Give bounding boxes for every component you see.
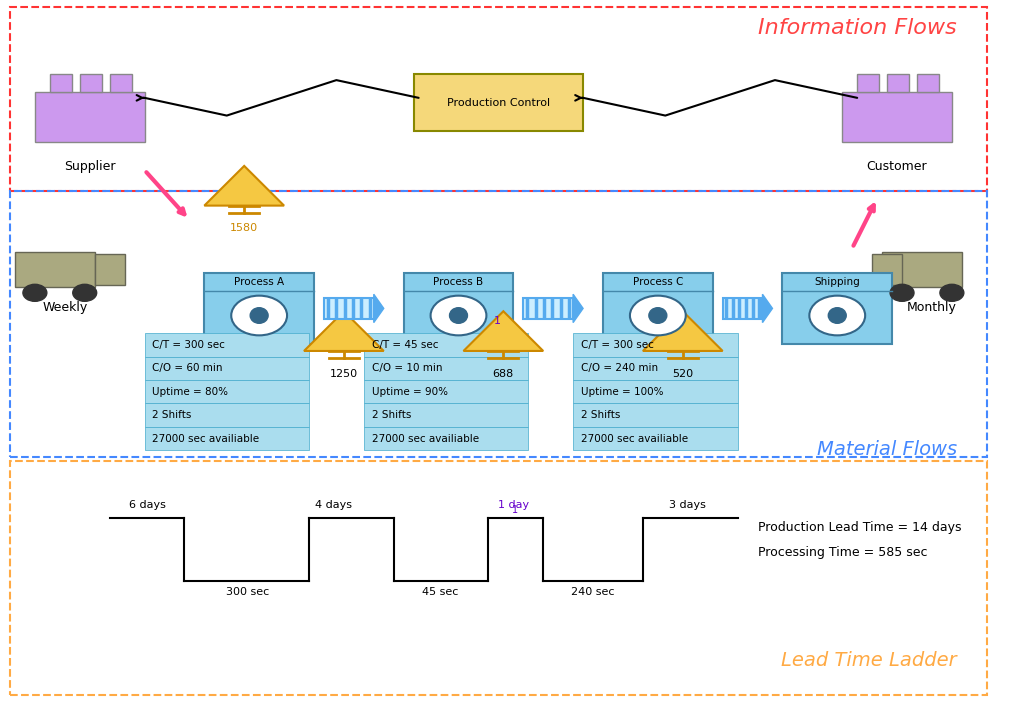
Text: Shipping: Shipping bbox=[814, 277, 859, 287]
FancyBboxPatch shape bbox=[363, 380, 528, 403]
Text: 1: 1 bbox=[493, 316, 500, 326]
FancyBboxPatch shape bbox=[572, 333, 737, 357]
FancyBboxPatch shape bbox=[145, 427, 308, 450]
Ellipse shape bbox=[449, 308, 467, 323]
FancyBboxPatch shape bbox=[324, 298, 373, 319]
Text: Processing Time = 585 sec: Processing Time = 585 sec bbox=[757, 546, 926, 559]
Polygon shape bbox=[463, 311, 543, 351]
Ellipse shape bbox=[827, 308, 845, 323]
Polygon shape bbox=[204, 166, 284, 206]
Text: 300 sec: 300 sec bbox=[225, 587, 269, 597]
Polygon shape bbox=[642, 311, 722, 351]
Text: 27000 sec availiable: 27000 sec availiable bbox=[153, 433, 260, 444]
Text: 27000 sec availiable: 27000 sec availiable bbox=[580, 433, 687, 444]
Text: 2 Shifts: 2 Shifts bbox=[580, 410, 620, 420]
Text: C/O = 10 min: C/O = 10 min bbox=[371, 363, 442, 374]
Text: 45 sec: 45 sec bbox=[422, 587, 458, 597]
Text: 4 days: 4 days bbox=[315, 501, 352, 510]
Circle shape bbox=[23, 284, 47, 301]
Text: C/T = 300 sec: C/T = 300 sec bbox=[153, 340, 225, 350]
FancyBboxPatch shape bbox=[50, 74, 72, 92]
Circle shape bbox=[890, 284, 913, 301]
Text: Monthly: Monthly bbox=[906, 301, 956, 314]
Text: C/O = 240 min: C/O = 240 min bbox=[580, 363, 657, 374]
Text: Production Lead Time = 14 days: Production Lead Time = 14 days bbox=[757, 521, 960, 534]
FancyBboxPatch shape bbox=[145, 333, 308, 357]
FancyBboxPatch shape bbox=[572, 403, 737, 427]
Text: Information Flows: Information Flows bbox=[757, 18, 956, 38]
Text: Process C: Process C bbox=[632, 277, 682, 287]
Text: 520: 520 bbox=[671, 369, 693, 379]
Text: 240 sec: 240 sec bbox=[571, 587, 615, 597]
Text: Production Control: Production Control bbox=[447, 98, 549, 108]
Text: Uptime = 90%: Uptime = 90% bbox=[371, 386, 447, 397]
Text: 2 Shifts: 2 Shifts bbox=[371, 410, 410, 420]
Polygon shape bbox=[572, 294, 582, 323]
Text: 6 days: 6 days bbox=[129, 501, 166, 510]
Text: Process B: Process B bbox=[433, 277, 483, 287]
Circle shape bbox=[939, 284, 962, 301]
FancyBboxPatch shape bbox=[363, 427, 528, 450]
FancyBboxPatch shape bbox=[572, 427, 737, 450]
FancyBboxPatch shape bbox=[782, 273, 891, 344]
Circle shape bbox=[629, 296, 685, 335]
Text: Material Flows: Material Flows bbox=[816, 440, 956, 459]
FancyBboxPatch shape bbox=[882, 252, 960, 287]
Text: C/T = 45 sec: C/T = 45 sec bbox=[371, 340, 438, 350]
FancyBboxPatch shape bbox=[363, 333, 528, 357]
Ellipse shape bbox=[250, 308, 268, 323]
FancyBboxPatch shape bbox=[722, 298, 761, 319]
Text: 1580: 1580 bbox=[229, 223, 258, 233]
FancyBboxPatch shape bbox=[204, 273, 313, 344]
Text: Weekly: Weekly bbox=[42, 301, 87, 314]
Text: 1: 1 bbox=[512, 506, 518, 515]
Circle shape bbox=[430, 296, 486, 335]
Text: Lead Time Ladder: Lead Time Ladder bbox=[780, 651, 956, 670]
FancyBboxPatch shape bbox=[523, 298, 572, 319]
FancyBboxPatch shape bbox=[34, 92, 145, 142]
FancyBboxPatch shape bbox=[856, 74, 879, 92]
FancyBboxPatch shape bbox=[572, 380, 737, 403]
Text: 688: 688 bbox=[492, 369, 514, 379]
Text: 1250: 1250 bbox=[330, 369, 358, 379]
FancyBboxPatch shape bbox=[363, 403, 528, 427]
FancyBboxPatch shape bbox=[403, 273, 513, 344]
Text: Supplier: Supplier bbox=[64, 160, 115, 172]
Text: Customer: Customer bbox=[865, 160, 926, 172]
FancyBboxPatch shape bbox=[95, 254, 124, 285]
Text: Uptime = 100%: Uptime = 100% bbox=[580, 386, 663, 397]
FancyBboxPatch shape bbox=[916, 74, 938, 92]
FancyBboxPatch shape bbox=[841, 92, 951, 142]
FancyBboxPatch shape bbox=[572, 357, 737, 380]
Polygon shape bbox=[303, 311, 383, 351]
FancyBboxPatch shape bbox=[413, 74, 582, 131]
Text: 2 Shifts: 2 Shifts bbox=[153, 410, 192, 420]
Polygon shape bbox=[373, 294, 383, 323]
FancyBboxPatch shape bbox=[145, 357, 308, 380]
FancyBboxPatch shape bbox=[363, 357, 528, 380]
FancyBboxPatch shape bbox=[80, 74, 101, 92]
FancyBboxPatch shape bbox=[603, 273, 712, 344]
Text: 1 day: 1 day bbox=[497, 501, 529, 510]
Circle shape bbox=[73, 284, 97, 301]
FancyBboxPatch shape bbox=[871, 254, 901, 285]
Text: Uptime = 80%: Uptime = 80% bbox=[153, 386, 228, 397]
Text: 3 days: 3 days bbox=[668, 501, 706, 510]
Text: C/O = 60 min: C/O = 60 min bbox=[153, 363, 222, 374]
Text: 27000 sec availiable: 27000 sec availiable bbox=[371, 433, 478, 444]
FancyBboxPatch shape bbox=[109, 74, 131, 92]
FancyBboxPatch shape bbox=[15, 252, 95, 287]
Text: C/T = 300 sec: C/T = 300 sec bbox=[580, 340, 653, 350]
Circle shape bbox=[809, 296, 864, 335]
FancyBboxPatch shape bbox=[145, 380, 308, 403]
Circle shape bbox=[231, 296, 287, 335]
FancyBboxPatch shape bbox=[887, 74, 908, 92]
Text: Process A: Process A bbox=[234, 277, 284, 287]
Ellipse shape bbox=[648, 308, 666, 323]
FancyBboxPatch shape bbox=[145, 403, 308, 427]
Polygon shape bbox=[761, 294, 771, 323]
